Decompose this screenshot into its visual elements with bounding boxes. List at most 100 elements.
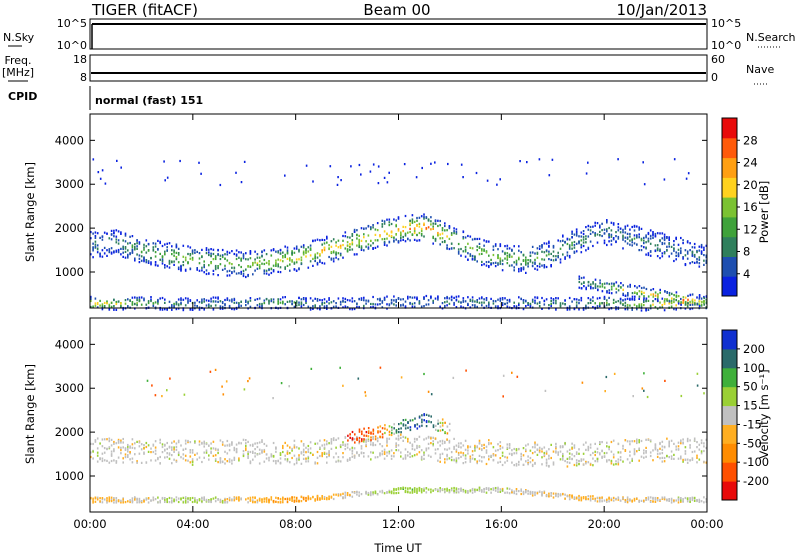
velocity-cell: [515, 492, 518, 496]
power-cell: [622, 288, 624, 291]
power-cell: [622, 292, 624, 295]
power-cell: [596, 297, 599, 300]
power-cell: [376, 245, 379, 248]
velocity-cell: [261, 449, 263, 452]
power-cell: [157, 248, 159, 251]
power-cell: [647, 308, 650, 311]
velocity-cell: [129, 451, 131, 454]
velocity-cell: [115, 461, 118, 464]
velocity-cell: [177, 441, 180, 444]
power-cell: [580, 287, 583, 290]
velocity-cell: [108, 440, 111, 443]
velocity-cell: [423, 372, 425, 376]
power-cell: [434, 222, 437, 225]
power-cell: [335, 244, 337, 247]
velocity-cell: [275, 447, 277, 450]
power-cell: [673, 158, 676, 161]
velocity-cell: [254, 501, 256, 504]
velocity-cell: [686, 500, 689, 503]
velocity-cell: [337, 494, 340, 497]
power-cell: [342, 239, 344, 242]
velocity-cell: [647, 498, 650, 501]
power-cell: [423, 297, 425, 300]
power-cell: [508, 254, 511, 257]
velocity-cell: [263, 448, 266, 452]
colorbar-segment: [722, 236, 737, 257]
velocity-cell: [610, 459, 613, 462]
velocity-cell: [420, 449, 423, 452]
velocity-cell: [277, 501, 279, 504]
velocity-cell: [534, 493, 536, 497]
velocity-cell: [101, 497, 104, 500]
power-cell: [305, 297, 307, 301]
velocity-cell: [682, 458, 684, 461]
power-cell: [661, 255, 664, 258]
power-cell: [240, 300, 242, 303]
velocity-cell: [571, 458, 573, 461]
power-cell: [400, 304, 402, 307]
velocity-cell: [377, 430, 379, 433]
velocity-cell: [346, 446, 349, 449]
power-cell: [685, 177, 688, 180]
power-cell: [566, 237, 569, 240]
power-cell: [129, 235, 131, 238]
velocity-cell: [173, 450, 175, 453]
power-cell: [214, 255, 217, 258]
power-cell: [249, 251, 252, 254]
power-cell: [656, 297, 659, 301]
velocity-cell: [413, 440, 416, 443]
power-cell: [284, 174, 286, 177]
power-cell: [617, 237, 620, 240]
velocity-cell: [302, 457, 305, 460]
power-cell: [508, 247, 511, 250]
velocity-cell: [180, 456, 182, 459]
power-cell: [649, 234, 652, 237]
power-cell: [177, 252, 180, 255]
velocity-cell: [184, 459, 187, 462]
power-cell: [393, 218, 395, 221]
power-cell: [617, 223, 620, 226]
velocity-cell: [680, 442, 682, 445]
velocity-cell: [636, 441, 638, 445]
power-cell: [411, 221, 414, 224]
velocity-cell: [307, 496, 310, 499]
velocity-cell: [643, 499, 645, 502]
power-cell: [187, 261, 189, 264]
power-cell: [684, 307, 687, 310]
power-cell: [90, 295, 92, 298]
power-cell: [446, 246, 448, 249]
velocity-cell: [205, 451, 208, 454]
velocity-cell: [411, 491, 414, 494]
velocity-cell: [182, 453, 185, 456]
power-cell: [205, 249, 208, 252]
velocity-cell: [381, 445, 384, 448]
velocity-cell: [439, 421, 442, 424]
velocity-cell: [349, 458, 351, 461]
velocity-cell: [448, 489, 451, 492]
power-cell: [351, 243, 354, 246]
power-cell: [120, 232, 122, 235]
velocity-cell: [624, 439, 627, 442]
velocity-cell: [196, 501, 198, 504]
velocity-cell: [455, 444, 458, 447]
power-cell: [673, 294, 675, 297]
power-cell: [221, 255, 224, 259]
velocity-cell: [680, 394, 683, 398]
velocity-cell: [612, 439, 615, 442]
velocity-cell: [124, 456, 127, 459]
power-cell: [157, 300, 159, 303]
velocity-cell: [566, 465, 569, 468]
power-cell: [127, 305, 129, 308]
power-cell: [603, 286, 606, 289]
velocity-cell: [282, 498, 284, 501]
power-cell: [212, 252, 215, 256]
power-cell: [242, 269, 245, 272]
power-cell: [594, 234, 596, 237]
power-cell: [629, 243, 631, 246]
power-cell: [182, 255, 185, 258]
power-cell: [652, 293, 655, 296]
power-cell: [258, 256, 261, 259]
velocity-cell: [390, 433, 393, 437]
power-cell: [518, 302, 520, 305]
nave-tick-bottom: 0: [711, 71, 718, 84]
